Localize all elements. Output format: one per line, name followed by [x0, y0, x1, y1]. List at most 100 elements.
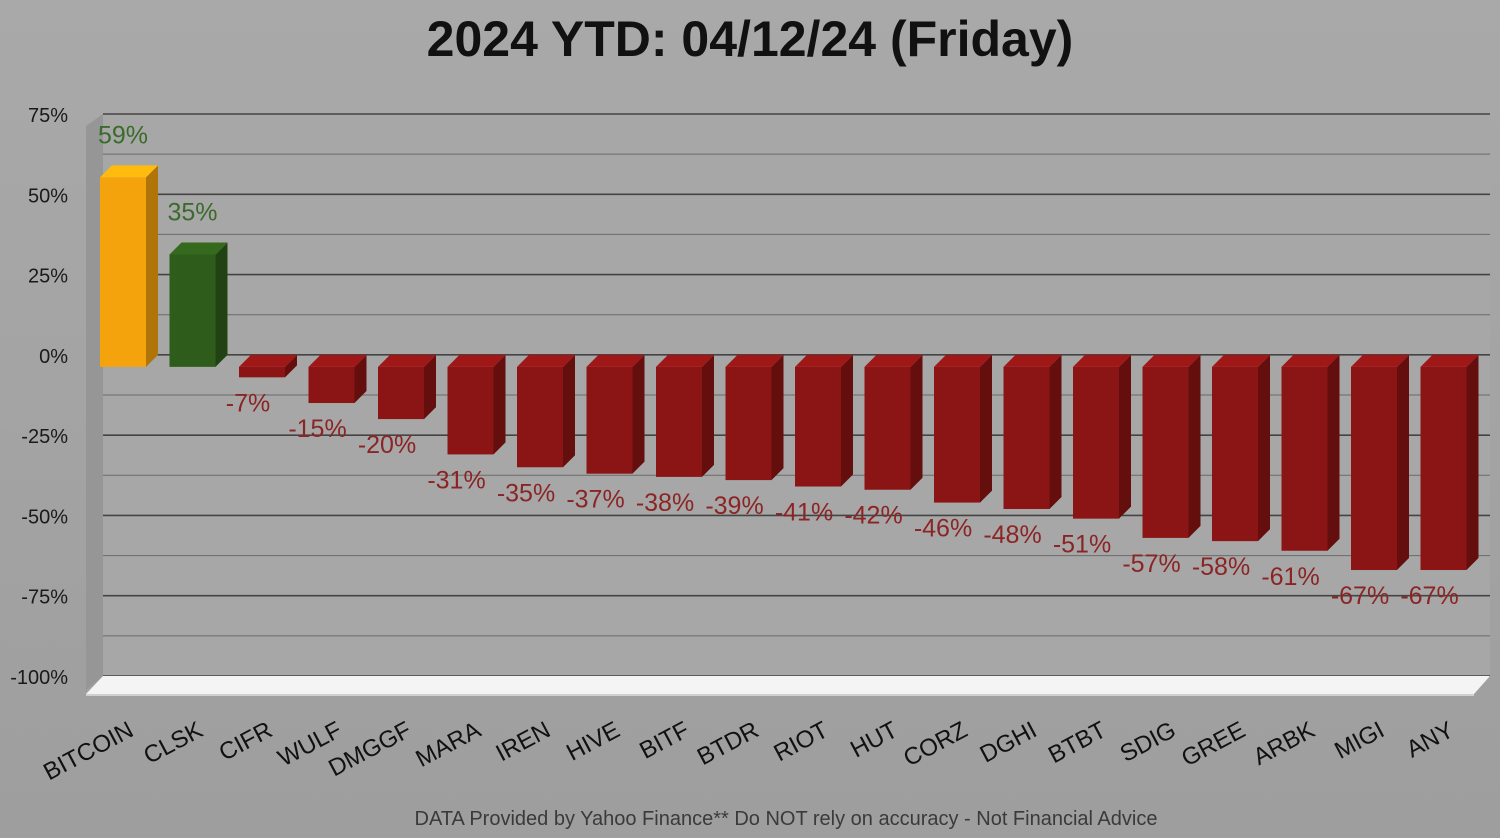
value-label: -7%: [226, 389, 270, 417]
bar-top: [1003, 354, 1062, 367]
bar-top: [1420, 354, 1479, 367]
y-tick-label: -50%: [21, 506, 68, 528]
bar-side: [424, 354, 436, 420]
bar-front: [239, 366, 285, 378]
bar-hut: [864, 354, 923, 490]
bar-front: [378, 366, 424, 420]
value-label: -61%: [1261, 563, 1319, 591]
bar-front: [1420, 366, 1467, 571]
bar-btbt: [1073, 354, 1131, 519]
bar-top: [1142, 354, 1201, 367]
y-tick-label: 25%: [28, 266, 68, 288]
bar-top: [447, 354, 506, 367]
value-label: -42%: [844, 502, 902, 530]
bar-mara: [447, 354, 506, 455]
bar-top: [1212, 354, 1270, 367]
bar-side: [632, 354, 645, 474]
bar-top: [864, 354, 923, 367]
category-label: ARBK: [1249, 716, 1319, 771]
bar-side: [910, 354, 923, 490]
bar-side: [1049, 354, 1062, 510]
bar-top: [1073, 354, 1131, 367]
bar-top: [169, 242, 228, 255]
y-tick-label: -25%: [21, 426, 68, 448]
value-label: -20%: [358, 431, 416, 459]
bar-front: [308, 366, 355, 404]
bar-front: [586, 366, 633, 474]
value-label: -38%: [636, 489, 694, 517]
value-label: 59%: [98, 121, 148, 149]
bar-any: [1420, 354, 1479, 571]
bar-bitf: [656, 354, 714, 477]
bar-side: [702, 354, 714, 477]
bar-arbk: [1281, 354, 1340, 551]
bar-sdig: [1142, 354, 1201, 538]
bar-side: [493, 354, 506, 455]
bar-dmggf: [378, 354, 436, 420]
chart-title: 2024 YTD: 04/12/24 (Friday): [426, 11, 1074, 67]
bar-top: [378, 354, 436, 367]
bar-side: [146, 165, 158, 367]
bar-front: [725, 366, 772, 481]
y-tick-label: 75%: [28, 105, 68, 127]
category-label: BITCOIN: [39, 716, 138, 786]
bar-side: [771, 354, 784, 481]
bar-side: [215, 242, 228, 367]
bar-side: [354, 354, 367, 404]
bar-front: [447, 366, 494, 455]
bar-top: [795, 354, 853, 367]
category-label: BTBT: [1044, 716, 1111, 769]
category-label: CIFR: [215, 716, 277, 766]
value-label: -58%: [1192, 553, 1250, 581]
bar-front: [1281, 366, 1328, 551]
bar-side: [1119, 354, 1131, 519]
value-label: -15%: [288, 415, 346, 443]
bar-top: [517, 354, 575, 367]
bar-front: [1003, 366, 1050, 510]
category-label: DGHI: [976, 716, 1042, 768]
bar-iren: [517, 354, 575, 468]
category-label: HIVE: [562, 716, 624, 766]
bar-front: [934, 366, 980, 503]
value-label: -46%: [914, 515, 972, 543]
bar-front: [1351, 366, 1397, 571]
bar-side: [1397, 354, 1409, 571]
y-tick-label: -100%: [10, 667, 68, 689]
value-label: -51%: [1053, 531, 1111, 559]
category-label: BITF: [635, 716, 694, 764]
bar-dghi: [1003, 354, 1062, 510]
bar-front: [864, 366, 911, 490]
bar-cifr: [239, 354, 297, 378]
value-label: -57%: [1122, 550, 1180, 578]
category-label: IREN: [492, 716, 555, 767]
value-label: -67%: [1331, 582, 1389, 610]
category-label: CLSK: [139, 716, 207, 769]
bar-top: [725, 354, 784, 367]
category-label: SDIG: [1116, 716, 1180, 767]
bar-gree: [1212, 354, 1270, 542]
bar-hive: [586, 354, 645, 474]
bar-side: [841, 354, 853, 487]
value-label: -31%: [427, 466, 485, 494]
value-label: -39%: [705, 492, 763, 520]
bar-front: [100, 177, 146, 367]
bar-front: [1073, 366, 1119, 519]
category-label: RIOT: [770, 716, 834, 767]
y-axis: 75% 50% 25% 0% -25% -50% -75% -100%: [10, 105, 68, 689]
gridlines: [86, 113, 1490, 690]
chart-floor-edge: [86, 694, 1474, 696]
bar-front: [656, 366, 702, 477]
value-label: -41%: [775, 499, 833, 527]
value-label: 35%: [167, 198, 217, 226]
value-label: -37%: [566, 486, 624, 514]
value-label: -67%: [1400, 582, 1458, 610]
chart-side-wall: [86, 114, 103, 690]
category-label: MARA: [411, 716, 485, 772]
bar-wulf: [308, 354, 367, 404]
value-label: -48%: [983, 521, 1041, 549]
bar-corz: [934, 354, 992, 503]
y-tick-label: 50%: [28, 185, 68, 207]
bar-migi: [1351, 354, 1409, 571]
bar-side: [563, 354, 575, 468]
